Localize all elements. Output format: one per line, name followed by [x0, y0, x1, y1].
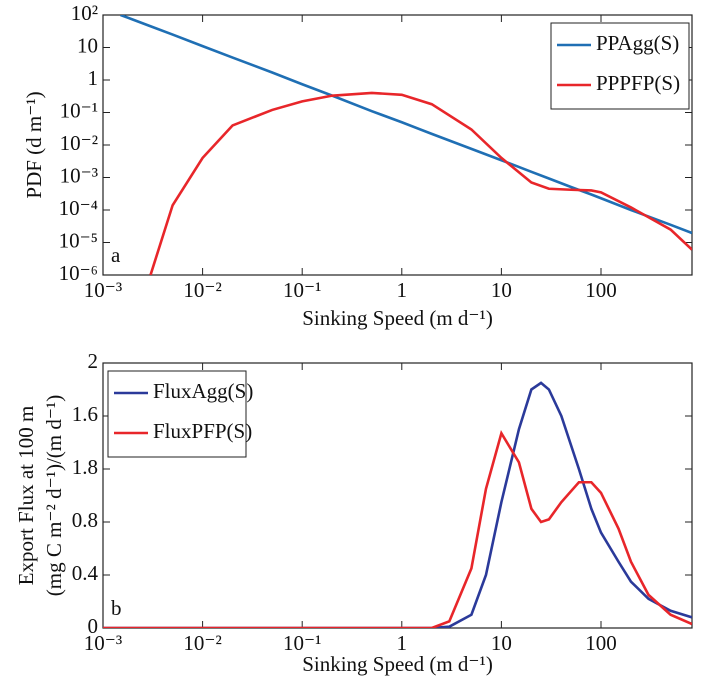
x-tick-label: 10⁻¹ [283, 278, 321, 302]
panel-label: a [111, 243, 121, 267]
x-tick-label: 10⁻³ [84, 278, 122, 302]
y-tick-label: 0.4 [72, 561, 99, 585]
y-tick-label: 10⁻¹ [60, 98, 98, 122]
legend-box [550, 22, 690, 110]
x-tick-label: 10⁻² [183, 631, 221, 655]
legend-box [107, 370, 247, 458]
x-tick-label: 100 [585, 278, 617, 302]
y-tick-label: 10 [77, 33, 98, 57]
x-tick-label: 1 [397, 631, 408, 655]
y-tick-label: 1 [88, 66, 99, 90]
x-tick-label: 1 [397, 278, 408, 302]
x-tick-label: 10 [491, 278, 512, 302]
x-axis-label: Sinking Speed (m d⁻¹) [302, 306, 493, 330]
x-tick-label: 10⁻³ [84, 631, 122, 655]
series-line [149, 91, 692, 275]
series-line [103, 429, 692, 628]
y-tick-label: 2 [88, 349, 99, 373]
legend-label: FluxAgg(S) [153, 379, 253, 403]
y-tick-label: 10⁻⁴ [59, 196, 98, 220]
legend-label: PPPFP(S) [596, 71, 680, 95]
y-tick-label: 10² [71, 1, 98, 25]
y-tick-label: 10⁻³ [60, 163, 98, 187]
y-tick-label: 10⁻⁶ [59, 261, 98, 285]
x-tick-label: 10⁻¹ [283, 631, 321, 655]
x-tick-label: 10⁻² [183, 278, 221, 302]
x-tick-label: 100 [585, 631, 617, 655]
y-tick-label: 0 [88, 614, 99, 638]
x-axis-label: Sinking Speed (m d⁻¹) [302, 652, 493, 676]
legend-label: PPAgg(S) [596, 31, 679, 55]
y-tick-label: 10⁻² [60, 131, 98, 155]
y-axis-label: (mg C m⁻² d⁻¹)/(m d⁻¹) [42, 395, 66, 596]
y-tick-label: 10⁻⁵ [59, 228, 98, 252]
y-axis-label: Export Flux at 100 m [14, 406, 38, 586]
x-tick-label: 10 [491, 631, 512, 655]
y-axis-label: PDF (d m⁻¹) [22, 91, 46, 198]
series-line [103, 381, 692, 628]
legend-label: FluxPFP(S) [153, 419, 252, 443]
y-tick-label: 1.8 [72, 455, 98, 479]
panel-label: b [111, 596, 122, 620]
series-line [120, 15, 692, 235]
y-tick-label: 1.6 [72, 402, 98, 426]
y-tick-label: 0.8 [72, 508, 98, 532]
